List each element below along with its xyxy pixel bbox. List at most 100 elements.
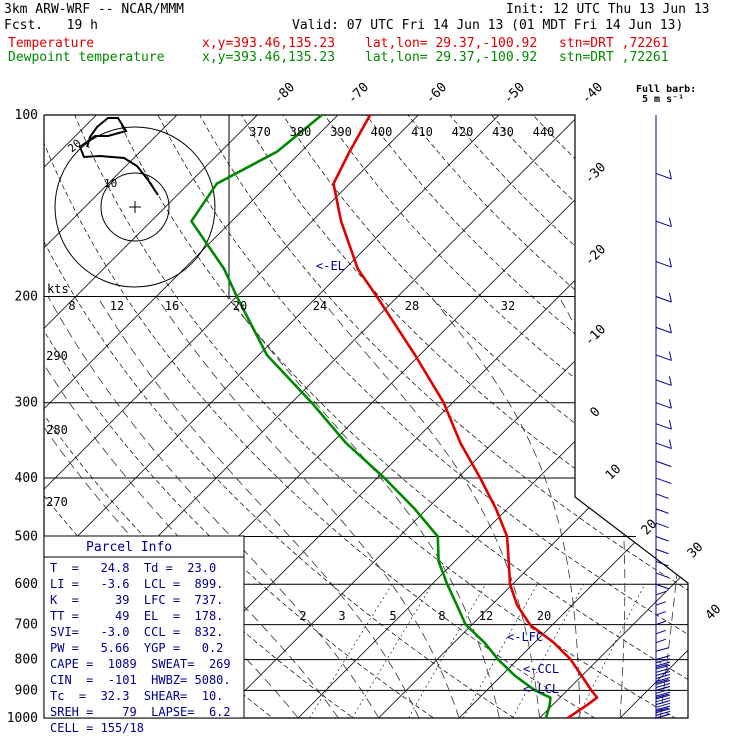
- wind-barb: [655, 261, 672, 268]
- wind-barb: [655, 685, 671, 691]
- isotherm-label: -70: [345, 80, 372, 107]
- hodograph-ring: [100, 172, 170, 242]
- moist-adiabat: [318, 296, 540, 718]
- wind-barb-flag: [668, 169, 672, 180]
- wind-barb: [655, 629, 666, 635]
- mixing-ratio-label: 3: [338, 609, 345, 623]
- isotherm-label: -30: [582, 160, 609, 187]
- theta-label: 370: [249, 125, 271, 139]
- wind-barb: [655, 708, 671, 714]
- wind-barb-flag: [668, 439, 672, 449]
- wind-barb: [655, 707, 669, 712]
- pressure-tick-label: 500: [15, 529, 38, 544]
- hodograph-trace: [78, 117, 159, 196]
- wind-barb: [655, 493, 669, 499]
- wind-barb: [655, 658, 671, 664]
- init-time: Init: 12 UTC Thu 13 Jun 13: [506, 2, 710, 17]
- wind-barb: [655, 601, 666, 606]
- dry-adiabat: [44, 115, 453, 718]
- wind-barb: [655, 663, 669, 669]
- wind-barb-flag: [668, 323, 672, 333]
- theta-label: 410: [411, 125, 433, 139]
- station-readout-2: stn=DRT ,72261: [559, 50, 669, 65]
- dry-adiabat: [157, 115, 688, 718]
- wind-barb: [655, 583, 669, 590]
- pressure-tick-label: 700: [15, 618, 38, 633]
- wind-barb: [655, 700, 671, 706]
- isotherm-label: 30: [685, 540, 707, 562]
- wind-barb-flag: [668, 292, 672, 303]
- latlon-readout-2: lat,lon= 29.37,-100.92: [365, 50, 538, 65]
- mixing-ratio-label: 5: [389, 609, 396, 623]
- isotherm-line: [607, 115, 688, 718]
- wind-barb-flag: [668, 351, 672, 361]
- isotherm-line: [44, 115, 286, 718]
- latlon-readout-1: lat,lon= 29.37,-100.92: [365, 36, 538, 51]
- thetae-label: 8: [68, 299, 75, 313]
- mixing-ratio-line: [408, 584, 486, 718]
- wind-barb: [655, 674, 671, 679]
- wind-barb: [655, 638, 666, 644]
- dry-adiabat: [574, 115, 688, 718]
- mixing-ratio-label: 12: [479, 609, 493, 623]
- wind-barb: [655, 694, 671, 700]
- hodograph-ring-label: 10: [104, 177, 117, 190]
- wind-barb: [655, 536, 669, 542]
- wind-barb: [655, 679, 669, 684]
- wind-barb: [655, 460, 672, 468]
- mixing-ratio-line: [577, 584, 646, 718]
- mixing-ratio-label: 2: [299, 609, 306, 623]
- isotherm-line: [365, 115, 688, 718]
- thetae-label: 12: [110, 299, 124, 313]
- mixing-ratio-line: [309, 584, 393, 718]
- theta-label: 440: [533, 125, 555, 139]
- annotation-lfc: <-LFC: [507, 630, 543, 644]
- theta-label: 290: [46, 349, 68, 363]
- moist-adiabat: [660, 296, 687, 718]
- pressure-tick-label: 900: [15, 683, 38, 698]
- legend-temperature: Temperature: [8, 36, 95, 51]
- barb-note-line2: 5 m s⁻¹: [642, 94, 685, 105]
- xy-readout-1: x,y=393.46,135.23: [202, 36, 336, 51]
- hodograph-units-label: kts: [47, 282, 69, 296]
- parcel-row: CELL = 155/18: [50, 721, 144, 735]
- wind-barb: [655, 522, 669, 529]
- isotherm-line: [204, 115, 688, 718]
- pressure-tick-label: 300: [15, 396, 38, 411]
- parcel-row: SVI= -3.0 CCL = 832.: [50, 625, 224, 639]
- pressure-tick-label: 200: [15, 290, 38, 305]
- annotation-ccl: <-CCL: [523, 662, 559, 676]
- isotherm-label: -60: [423, 80, 450, 107]
- parcel-row: TT = 49 EL = 178.: [50, 609, 224, 623]
- parcel-row: SREH = 79 LAPSE= 6.2: [50, 705, 231, 719]
- isotherm-line: [526, 115, 688, 718]
- model-title: 3km ARW-WRF -- NCAR/MMM: [4, 2, 185, 17]
- wind-barb: [655, 402, 672, 409]
- wind-barb: [655, 680, 671, 686]
- dry-adiabat: [116, 115, 688, 718]
- isotherm-label: 10: [603, 462, 625, 484]
- wind-barb: [655, 705, 671, 711]
- wind-barb: [655, 655, 671, 661]
- wind-barb: [655, 693, 669, 699]
- wind-barb-flag: [668, 420, 672, 430]
- moist-adiabat: [44, 296, 299, 718]
- parcel-row: K = 39 LFC = 737.: [50, 593, 224, 607]
- dry-adiabat: [700, 115, 740, 731]
- wind-barb: [655, 423, 672, 430]
- mixing-ratio-line: [512, 584, 584, 718]
- parcel-info-panel: Parcel Info T = 24.8 Td = 23.0 LI = -3.6…: [44, 536, 244, 735]
- wind-barb: [655, 326, 672, 334]
- wind-barb: [655, 442, 672, 450]
- dry-adiabat: [199, 115, 688, 718]
- pressure-tick-label: 600: [15, 577, 38, 592]
- wind-barb: [655, 670, 671, 676]
- isotherm-label: -10: [582, 322, 609, 349]
- dry-adiabat: [366, 115, 688, 718]
- wind-barb: [655, 691, 671, 697]
- theta-label: 270: [46, 495, 68, 509]
- theta-label: 400: [371, 125, 393, 139]
- wind-barb: [655, 611, 666, 616]
